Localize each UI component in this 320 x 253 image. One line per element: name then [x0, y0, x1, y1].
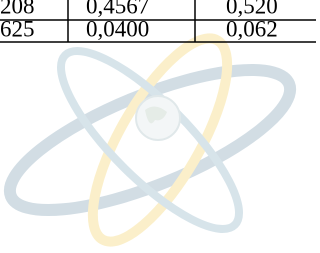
- watermark: [0, 20, 306, 253]
- table-cell: 0,0400: [86, 16, 149, 41]
- page: 208 0,4567 0,520 625 0,0400 0,062 (() =>…: [0, 0, 320, 253]
- table-cell: 0,062: [226, 16, 278, 41]
- document: 208 0,4567 0,520 625 0,0400 0,062: [0, 0, 316, 253]
- table: 208 0,4567 0,520 625 0,0400 0,062: [0, 0, 316, 42]
- table-cell: 625: [0, 16, 35, 41]
